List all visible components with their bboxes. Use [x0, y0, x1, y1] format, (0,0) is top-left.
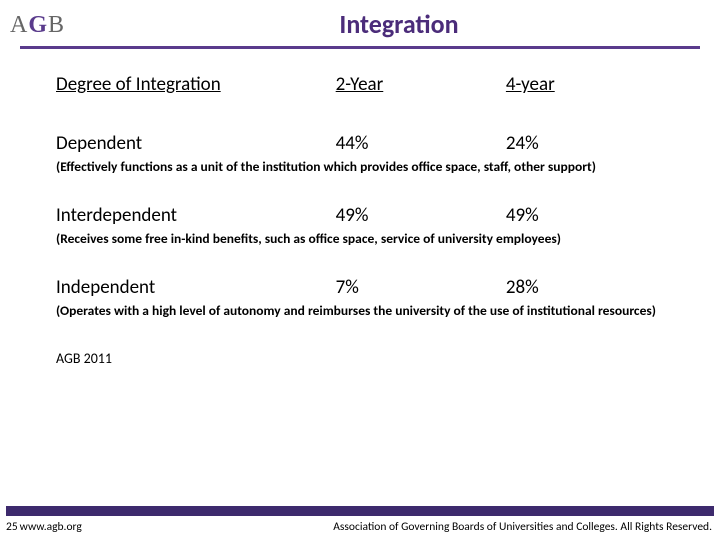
row-value-2year: 7% — [336, 250, 506, 303]
column-header-2year: 2-Year — [336, 73, 506, 106]
logo-letter-b: B — [48, 12, 65, 39]
footer-copyright: Association of Governing Boards of Unive… — [333, 520, 712, 534]
header: AGB Integration — [0, 0, 720, 49]
row-value-2year: 49% — [336, 178, 506, 231]
footer-url: www.agb.org — [20, 520, 82, 534]
footer-rule — [6, 506, 714, 516]
table-row: Dependent 44% 24% — [56, 106, 664, 159]
page-number: 25 — [6, 520, 18, 534]
slide-title: Integration — [88, 8, 710, 40]
row-value-4year: 24% — [506, 106, 664, 159]
content-area: Degree of Integration 2-Year 4-year Depe… — [0, 49, 720, 367]
row-note: (Effectively functions as a unit of the … — [56, 159, 664, 178]
row-label: Independent — [56, 250, 336, 303]
row-value-4year: 28% — [506, 250, 664, 303]
row-value-2year: 44% — [336, 106, 506, 159]
logo-letter-a: A — [10, 12, 28, 39]
row-note: (Receives some free in-kind benefits, su… — [56, 231, 664, 250]
footer-bar: 25 www.agb.org Association of Governing … — [0, 516, 720, 540]
column-header-degree: Degree of Integration — [56, 73, 336, 106]
logo-letter-g: G — [28, 12, 48, 39]
footer: 25 www.agb.org Association of Governing … — [0, 506, 720, 540]
row-label: Dependent — [56, 106, 336, 159]
table-header-row: Degree of Integration 2-Year 4-year — [56, 73, 664, 106]
integration-table: Degree of Integration 2-Year 4-year Depe… — [56, 73, 664, 322]
table-row: Independent 7% 28% — [56, 250, 664, 303]
logo: AGB — [10, 10, 88, 40]
source-citation: AGB 2011 — [56, 322, 664, 367]
column-header-4year: 4-year — [506, 73, 664, 106]
row-label: Interdependent — [56, 178, 336, 231]
table-row: Interdependent 49% 49% — [56, 178, 664, 231]
row-value-4year: 49% — [506, 178, 664, 231]
row-note: (Operates with a high level of autonomy … — [56, 303, 664, 322]
